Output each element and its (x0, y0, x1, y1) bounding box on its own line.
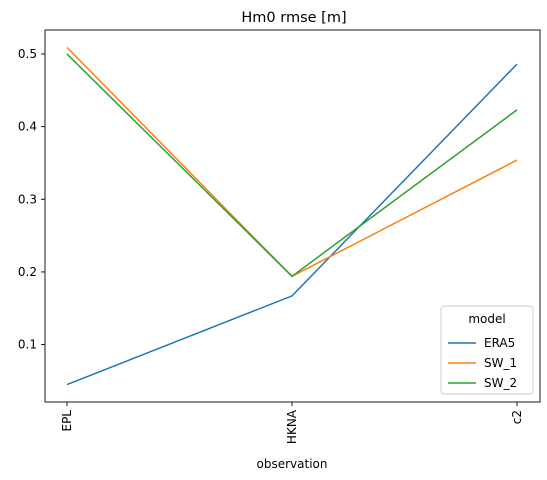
y-tick-label: 0.4 (18, 120, 37, 134)
chart-title: Hm0 rmse [m] (241, 10, 346, 26)
legend: model ERA5 SW_1 SW_2 (440, 305, 534, 395)
x-tick-label: c2 (510, 410, 524, 424)
x-tick-label: EPL (60, 410, 74, 432)
legend-label: SW_1 (484, 356, 517, 370)
y-tick-label: 0.3 (18, 192, 37, 206)
x-tick-label: HKNA (285, 409, 299, 444)
y-tick-label: 0.5 (18, 47, 37, 61)
y-axis: 0.1 0.2 0.3 0.4 0.5 (18, 47, 45, 352)
legend-title: model (468, 312, 505, 326)
y-tick-label: 0.2 (18, 265, 37, 279)
series-line-sw_2 (66, 53, 518, 278)
y-tick-label: 0.1 (18, 338, 37, 352)
legend-entries: ERA5 SW_1 SW_2 (448, 336, 517, 390)
series-layer (66, 46, 518, 386)
series-line-era5 (66, 63, 518, 386)
legend-label: SW_2 (484, 376, 517, 390)
x-axis-title: observation (257, 457, 328, 471)
legend-label: ERA5 (484, 336, 515, 350)
legend-box (440, 305, 534, 395)
x-axis: EPL HKNA c2 (60, 402, 524, 444)
